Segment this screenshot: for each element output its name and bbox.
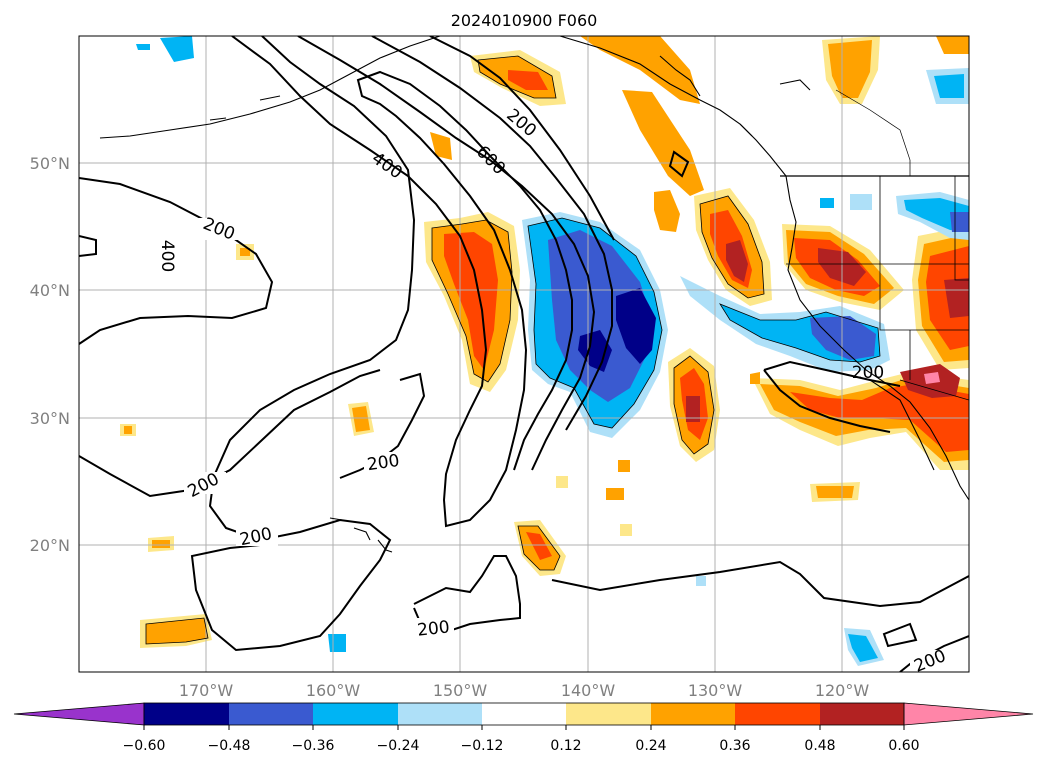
coastlines xyxy=(99,36,969,553)
contour-label: 200 xyxy=(416,617,450,640)
colorbar-segment xyxy=(229,703,313,725)
contour-label: 200 xyxy=(366,451,401,475)
longitude-labels: 170°W 160°W 150°W 140°W 130°W 120°W xyxy=(179,681,870,700)
lat-label: 30°N xyxy=(30,409,70,428)
colorbar-segment xyxy=(144,703,229,725)
negative-region-central-max-2 xyxy=(578,330,612,372)
colorbar-tick-label: −0.60 xyxy=(123,738,166,754)
map-frame xyxy=(78,35,970,673)
colorbar-tick-label: −0.36 xyxy=(292,738,335,754)
latitude-labels: 50°N 40°N 30°N 20°N xyxy=(30,154,70,555)
colorbar-tick-label: −0.12 xyxy=(461,738,504,754)
lat-label: 40°N xyxy=(30,281,70,300)
lon-label: 160°W xyxy=(306,681,361,700)
figure-title: 2024010900 F060 xyxy=(451,11,598,30)
colorbar-tick-label: 0.12 xyxy=(550,738,581,754)
positive-region-east-max xyxy=(726,240,748,282)
lon-label: 170°W xyxy=(179,681,234,700)
colorbar-segment xyxy=(313,703,398,725)
contour-trough-3 xyxy=(371,36,613,431)
colorbar-segment xyxy=(651,703,735,725)
contour-label: 200 xyxy=(852,363,884,383)
colorbar-tick-label: 0.60 xyxy=(888,738,919,754)
gridlines xyxy=(79,36,969,672)
lon-label: 130°W xyxy=(688,681,743,700)
colorbar-tick-label: −0.48 xyxy=(208,738,251,754)
colorbar-segment xyxy=(482,703,566,725)
colorbar-segment xyxy=(398,703,482,725)
colorbar-tick-label: 0.48 xyxy=(804,738,835,754)
colorbar-segment xyxy=(820,703,904,725)
contour-trough-1 xyxy=(231,36,573,528)
negative-region-central-strong xyxy=(548,230,652,402)
colorbar-segment xyxy=(735,703,820,725)
shaded-field xyxy=(120,36,969,666)
lon-label: 120°W xyxy=(815,681,870,700)
colorbar-tick-label: 0.36 xyxy=(719,738,750,754)
contour-200-main xyxy=(79,369,381,498)
map-area: 200 400 600 200 400 200 200 200 200 200 … xyxy=(79,36,969,672)
colorbar-extend-low xyxy=(13,702,145,726)
colorbar: −0.60 −0.48 −0.36 −0.24 −0.12 0.12 0.24 … xyxy=(13,702,1034,754)
positive-region-coast xyxy=(580,36,700,104)
positive-region-north-2 xyxy=(622,90,704,196)
contour-trough-2 xyxy=(297,36,596,471)
lat-label: 50°N xyxy=(30,154,70,173)
colorbar-tick-label: −0.24 xyxy=(377,738,420,754)
colorbar-tick-label: 0.24 xyxy=(635,738,666,754)
colorbar-segment xyxy=(566,703,651,725)
lon-label: 150°W xyxy=(433,681,488,700)
contour-label: 400 xyxy=(157,240,177,272)
colorbar-extend-high xyxy=(903,702,1034,726)
negative-region-central-max xyxy=(616,288,656,364)
lat-label: 20°N xyxy=(30,536,70,555)
field-outlines xyxy=(145,55,881,645)
lon-label: 140°W xyxy=(561,681,616,700)
